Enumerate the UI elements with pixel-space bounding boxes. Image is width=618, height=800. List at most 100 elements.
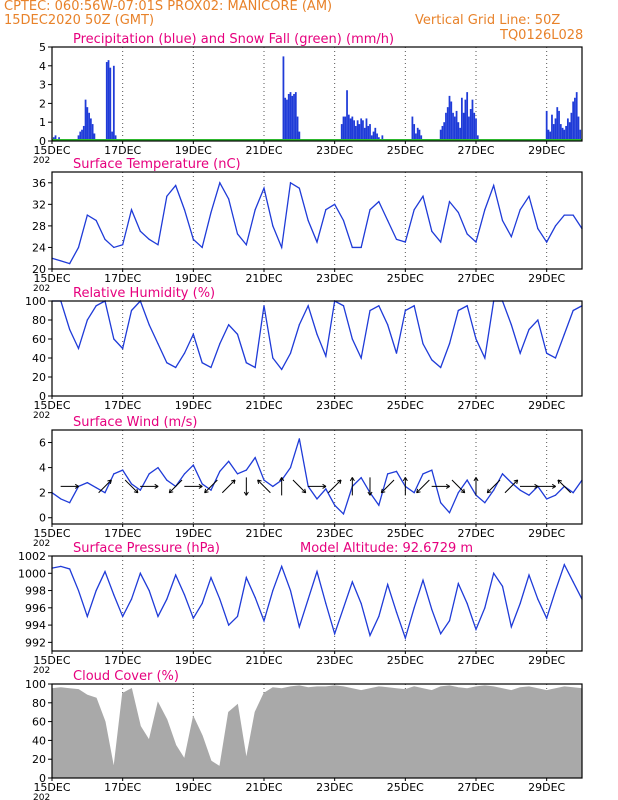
wind-vector-arrowhead <box>322 485 327 489</box>
precip-bar <box>291 95 294 141</box>
pressure-point <box>342 607 345 609</box>
temp-point <box>351 246 353 249</box>
rh-point <box>148 324 150 326</box>
precip-bar <box>282 56 285 141</box>
wind-vector-arrowhead <box>513 479 518 482</box>
precip-bar <box>77 135 80 141</box>
rh-point <box>219 343 221 345</box>
rh-point <box>166 362 168 364</box>
precip-bar <box>445 112 447 141</box>
rh-point <box>210 366 212 369</box>
temp-point <box>210 211 212 214</box>
temp-point <box>431 230 433 232</box>
header-run-date: 15DEC2020 50Z (GMT) <box>4 13 155 28</box>
pressure-point <box>563 564 565 566</box>
temp-point <box>166 195 168 197</box>
pressure-point <box>554 589 557 592</box>
precip-bar <box>381 135 384 141</box>
temp-point <box>69 263 71 265</box>
x-tick-label-precip: 21DEC <box>245 144 282 157</box>
y-tick-label-precip: 4 <box>39 60 46 73</box>
precip-bar <box>114 135 117 141</box>
pressure-point <box>484 607 486 609</box>
pressure-point <box>175 574 177 576</box>
wind-vector-arrowhead <box>322 483 327 487</box>
wind-vector-arrow <box>380 479 395 494</box>
wind-vector-arrowhead <box>198 485 203 489</box>
precip-bar <box>411 116 414 141</box>
wind-vector-arrow <box>504 479 519 494</box>
precip-bar <box>340 124 343 141</box>
pressure-point <box>378 615 380 618</box>
temp-point <box>440 241 442 243</box>
precip-bar <box>471 99 474 141</box>
pressure-point <box>219 598 221 600</box>
x-tick-label-precip: 17DEC <box>104 144 141 157</box>
header-code: TQ0126L028 <box>500 28 584 43</box>
temp-point <box>272 225 274 227</box>
precip-bar <box>347 114 350 141</box>
panel-title-precip: Precipitation (blue) and Snow Fall (gree… <box>73 32 394 47</box>
precip-bar <box>552 124 555 141</box>
y-tick-label-rh: 20 <box>32 371 46 384</box>
wind-point <box>166 479 168 481</box>
y-tick-label-rh: 80 <box>32 314 46 327</box>
rh-point <box>325 355 327 357</box>
temp-point <box>236 233 239 235</box>
rh-point <box>342 305 345 307</box>
wind-vector-arrow <box>327 479 342 494</box>
wind-point <box>157 467 159 469</box>
rh-point <box>378 305 380 307</box>
precip-bar <box>81 129 83 141</box>
x-tick-label-precip: 25DEC <box>387 144 424 157</box>
wind-point <box>493 489 495 491</box>
x-tick-label-temp: 27DEC <box>457 272 494 285</box>
wind-vector-arrow <box>557 479 572 494</box>
rh-point <box>122 347 124 350</box>
x-tick-label-rh: 25DEC <box>387 399 424 412</box>
x-tick-label-wind: 29DEC <box>528 527 565 540</box>
temp-point <box>537 227 539 230</box>
y-tick-label-rh: 0 <box>39 390 46 403</box>
pressure-point <box>113 594 115 596</box>
precip-bar <box>554 118 557 141</box>
wind-point <box>219 470 221 472</box>
wind-point <box>572 492 574 494</box>
temp-point <box>281 246 283 249</box>
temp-point <box>404 241 406 243</box>
wind-vector-arrowhead <box>169 491 174 494</box>
cloud-cover-area <box>51 685 583 779</box>
x-tick-label-rh: 21DEC <box>245 399 282 412</box>
x-tick-label-temp: 15DEC <box>33 272 70 285</box>
precip-bar <box>413 124 416 141</box>
pressure-point <box>325 602 327 605</box>
precip-bar <box>572 101 575 141</box>
wind-vector-arrow <box>221 479 236 494</box>
wind-point <box>466 479 468 481</box>
wind-point <box>528 494 530 496</box>
pressure-point <box>166 598 168 600</box>
rh-point <box>387 324 389 326</box>
precip-bar <box>455 110 458 141</box>
wind-point <box>289 467 292 469</box>
pressure-point <box>104 570 106 573</box>
y-tick-label-precip: 1 <box>39 116 46 129</box>
precip-bar <box>342 116 345 141</box>
precip-bar <box>466 92 469 141</box>
temp-point <box>519 209 521 211</box>
pressure-point <box>493 572 495 574</box>
temp-point <box>457 211 459 214</box>
precip-bar <box>89 118 92 141</box>
wind-vector-arrowhead <box>557 479 562 482</box>
pressure-point <box>422 579 424 581</box>
panel-frame-pressure <box>51 555 583 652</box>
wind-vector-arrowhead <box>351 477 355 482</box>
rh-point <box>528 328 530 331</box>
precip-bar <box>574 97 576 141</box>
temp-point <box>563 214 565 216</box>
y-tick-label-temp: 24 <box>32 241 46 254</box>
pressure-series-line <box>51 562 583 641</box>
wind-vector-arrow <box>124 479 139 494</box>
wind-point <box>263 479 265 481</box>
rh-point <box>484 357 486 359</box>
